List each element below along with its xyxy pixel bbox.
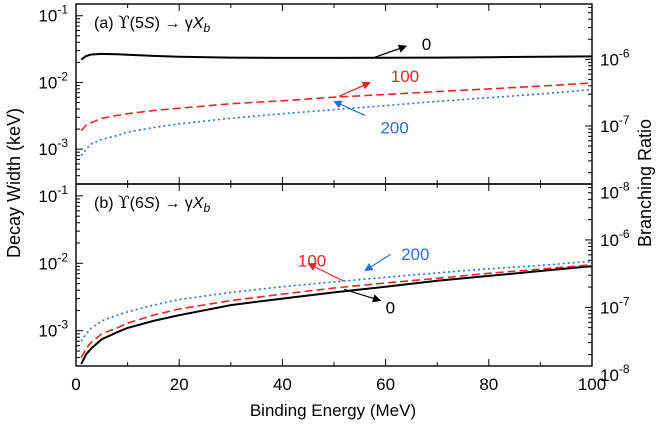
upsilon-symbol: ϒ (118, 13, 130, 33)
y-tick-label-left: 10-1 (38, 3, 68, 26)
annotation-arrow-200 (333, 100, 366, 116)
annotation-label-200: 200 (380, 119, 408, 138)
series-line-b-200 (80, 260, 593, 342)
y-tick-label-exp: -1 (57, 183, 68, 197)
annotation-arrow-100 (338, 81, 371, 97)
annotation-label-0: 0 (386, 299, 395, 318)
x-tick-label: 40 (273, 375, 292, 394)
y-tick-label-exp: -2 (57, 250, 68, 264)
y-tick-label-base: 10 (600, 50, 619, 69)
y-tick-label-base: 10 (600, 231, 619, 250)
series-line-a-100 (80, 82, 593, 132)
series-line-b-0 (80, 265, 593, 365)
annotation-arrow-200 (364, 253, 392, 272)
panel-label: (b) ϒ(6S) → γXb (94, 193, 210, 215)
annotation-label-0: 0 (422, 35, 431, 54)
panel-label-paren-close: ) → γ (155, 195, 193, 212)
panel-label-state-letter: S (144, 195, 155, 212)
y-tick-label-base: 10 (38, 7, 57, 26)
x-tick-label: 0 (71, 375, 80, 394)
y-tick-label-right: 10-6 (600, 46, 630, 69)
panel-label-prefix: (b) (94, 195, 118, 212)
panel-label-prefix: (a) (94, 15, 118, 32)
y-tick-label-base: 10 (38, 254, 57, 273)
axes-layer: 10-310-210-110-810-710-6(a) ϒ(5S) → γXb1… (38, 3, 630, 394)
annotation-label-200: 200 (401, 245, 429, 264)
y-tick-label-exp: -7 (619, 294, 630, 308)
series-line-a-0 (80, 52, 593, 61)
annotation-arrow-0 (375, 44, 408, 58)
y-tick-label-exp: -6 (619, 46, 630, 60)
y-tick-label-exp: -3 (57, 318, 68, 332)
y-tick-label-left: 10-3 (38, 136, 68, 159)
panel-label-paren-open: (6 (130, 195, 144, 212)
y-tick-label-base: 10 (600, 184, 619, 203)
y-tick-label-left: 10-2 (38, 250, 68, 273)
panel-label-paren-open: (5 (130, 15, 144, 32)
y-tick-label-exp: -8 (619, 362, 630, 376)
annotation-arrow-100 (307, 263, 345, 282)
y-tick-label-exp: -8 (619, 180, 630, 194)
y-tick-label-base: 10 (38, 140, 57, 159)
y-tick-label-right: 10-8 (600, 362, 630, 385)
y-tick-label-base: 10 (38, 322, 57, 341)
panel-label-paren-close: ) → γ (155, 15, 193, 32)
panel-label-subscript: b (203, 201, 210, 215)
y-tick-label-exp: -6 (619, 227, 630, 241)
y-tick-label-left: 10-3 (38, 318, 68, 341)
y-tick-label-right: 10-7 (600, 113, 630, 136)
upsilon-symbol: ϒ (118, 193, 130, 213)
y-axis-label-right: Branching Ratio (635, 119, 655, 247)
annotation-arrow-0 (344, 288, 382, 303)
y-tick-label-right: 10-8 (600, 180, 630, 203)
y-tick-label-left: 10-1 (38, 183, 68, 206)
x-axis-label: Binding Energy (MeV) (250, 401, 416, 420)
panel-a: 10-310-210-110-810-710-6(a) ϒ(5S) → γXb (38, 3, 630, 203)
y-tick-label-base: 10 (600, 117, 619, 136)
series-line-a-200 (80, 88, 593, 157)
panel-b: 10-310-210-110-810-710-6(b) ϒ(6S) → γXb (38, 183, 630, 385)
y-tick-label-exp: -2 (57, 69, 68, 83)
x-tick-label: 20 (170, 375, 189, 394)
y-axis-label-left: Decay Width (keV) (4, 108, 24, 258)
y-tick-label-exp: -3 (57, 136, 68, 150)
series-line-b-100 (80, 264, 593, 358)
panel-label: (a) ϒ(5S) → γXb (94, 13, 210, 35)
annotation-label-100: 100 (391, 67, 419, 86)
y-tick-label-exp: -7 (619, 113, 630, 127)
y-tick-label-exp: -1 (57, 3, 68, 17)
y-tick-label-left: 10-2 (38, 69, 68, 92)
y-tick-label-base: 10 (600, 298, 619, 317)
x-tick-label: 60 (376, 375, 395, 394)
x-tick-label: 100 (578, 375, 606, 394)
y-tick-label-base: 10 (38, 73, 57, 92)
series-layer (80, 52, 593, 365)
x-tick-label: 80 (479, 375, 498, 394)
panel-label-state-letter: S (144, 15, 155, 32)
annotation-label-100: 100 (298, 252, 326, 271)
y-tick-label-right: 10-6 (600, 227, 630, 250)
panel-label-x: X (192, 195, 205, 212)
y-tick-label-base: 10 (38, 187, 57, 206)
y-tick-label-right: 10-7 (600, 294, 630, 317)
panel-label-x: X (192, 15, 205, 32)
panel-label-subscript: b (203, 21, 210, 35)
y-tick-label-base: 10 (600, 366, 619, 385)
